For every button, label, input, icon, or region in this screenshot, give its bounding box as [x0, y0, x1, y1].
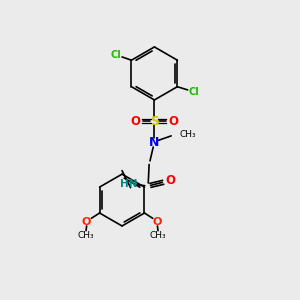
Text: CH₃: CH₃ [78, 231, 94, 240]
Text: CH₃: CH₃ [150, 231, 166, 240]
Text: O: O [82, 217, 91, 227]
Text: CH₃: CH₃ [179, 130, 196, 139]
Text: O: O [130, 115, 140, 128]
Text: N: N [149, 136, 160, 149]
Text: HN: HN [120, 178, 138, 189]
Text: O: O [153, 217, 162, 227]
Text: S: S [150, 115, 159, 128]
Text: Cl: Cl [189, 87, 200, 97]
Text: Cl: Cl [110, 50, 121, 60]
Text: O: O [166, 174, 176, 187]
Text: O: O [169, 115, 179, 128]
